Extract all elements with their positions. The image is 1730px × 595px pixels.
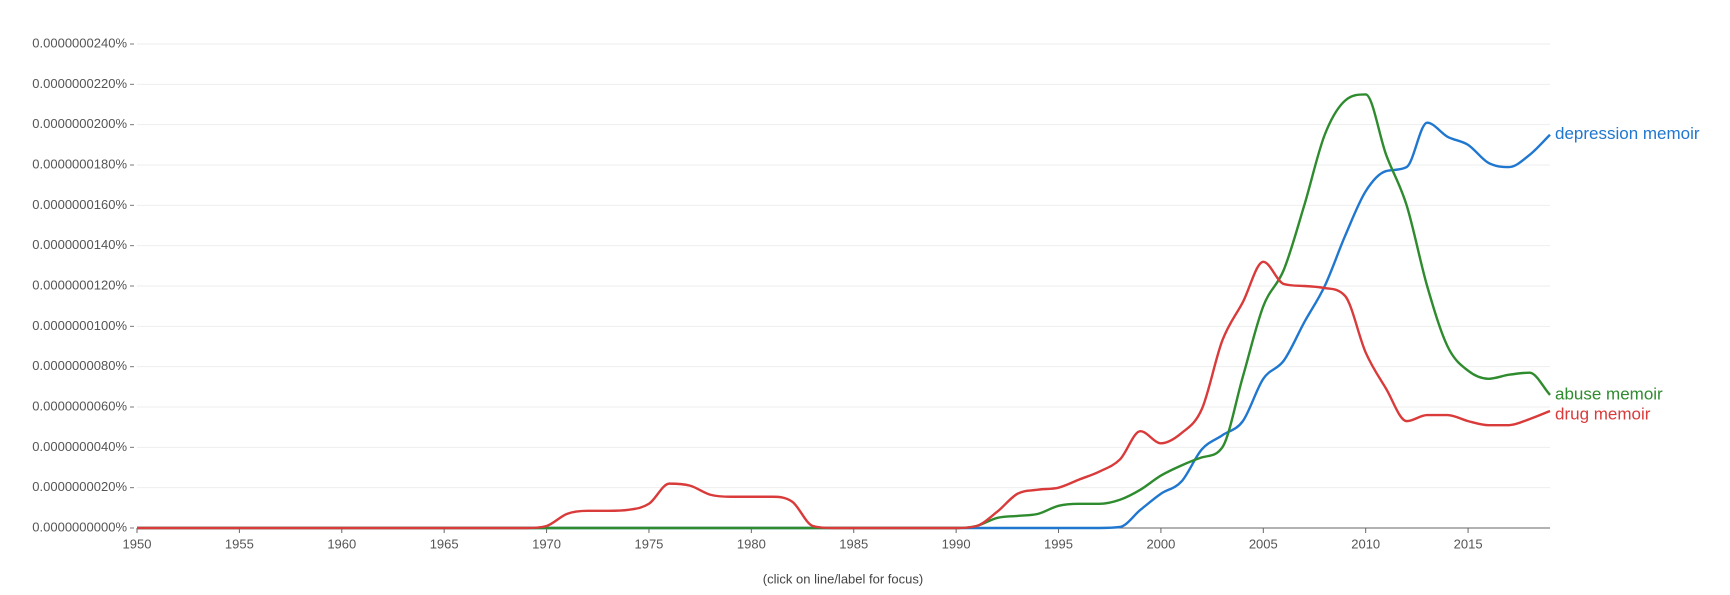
x-tick-label: 2005	[1249, 536, 1278, 551]
y-tick-label: 0.0000000100%	[32, 318, 127, 333]
y-tick-label: 0.0000000000%	[32, 519, 127, 534]
x-tick-label: 1950	[123, 536, 152, 551]
x-tick-label: 1975	[634, 536, 663, 551]
x-tick-label: 1955	[225, 536, 254, 551]
y-tick-label: 0.0000000080%	[32, 358, 127, 373]
x-tick-label: 1995	[1044, 536, 1073, 551]
legend-label[interactable]: drug memoir	[1555, 404, 1651, 423]
x-tick-label: 1965	[430, 536, 459, 551]
legend-label[interactable]: abuse memoir	[1555, 384, 1663, 403]
y-tick-label: 0.0000000160%	[32, 197, 127, 212]
x-tick-label: 1990	[942, 536, 971, 551]
y-tick-label: 0.0000000060%	[32, 398, 127, 413]
footnote: (click on line/label for focus)	[763, 571, 923, 586]
x-tick-label: 1980	[737, 536, 766, 551]
y-tick-label: 0.0000000140%	[32, 237, 127, 252]
x-tick-label: 2000	[1146, 536, 1175, 551]
y-tick-label: 0.0000000220%	[32, 76, 127, 91]
line-series[interactable]	[137, 121, 1551, 530]
legend-label[interactable]: depression memoir	[1555, 124, 1700, 143]
x-tick-label: 2015	[1454, 536, 1483, 551]
line-series[interactable]	[137, 93, 1551, 530]
x-tick-label: 1970	[532, 536, 561, 551]
x-tick-label: 1960	[327, 536, 356, 551]
y-tick-label: 0.0000000020%	[32, 479, 127, 494]
line-series[interactable]	[137, 260, 1551, 530]
y-tick-label: 0.0000000040%	[32, 439, 127, 454]
x-tick-label: 1985	[839, 536, 868, 551]
y-tick-label: 0.0000000180%	[32, 156, 127, 171]
y-tick-label: 0.0000000200%	[32, 116, 127, 131]
y-tick-label: 0.0000000240%	[32, 35, 127, 50]
y-tick-label: 0.0000000120%	[32, 277, 127, 292]
x-tick-label: 2010	[1351, 536, 1380, 551]
